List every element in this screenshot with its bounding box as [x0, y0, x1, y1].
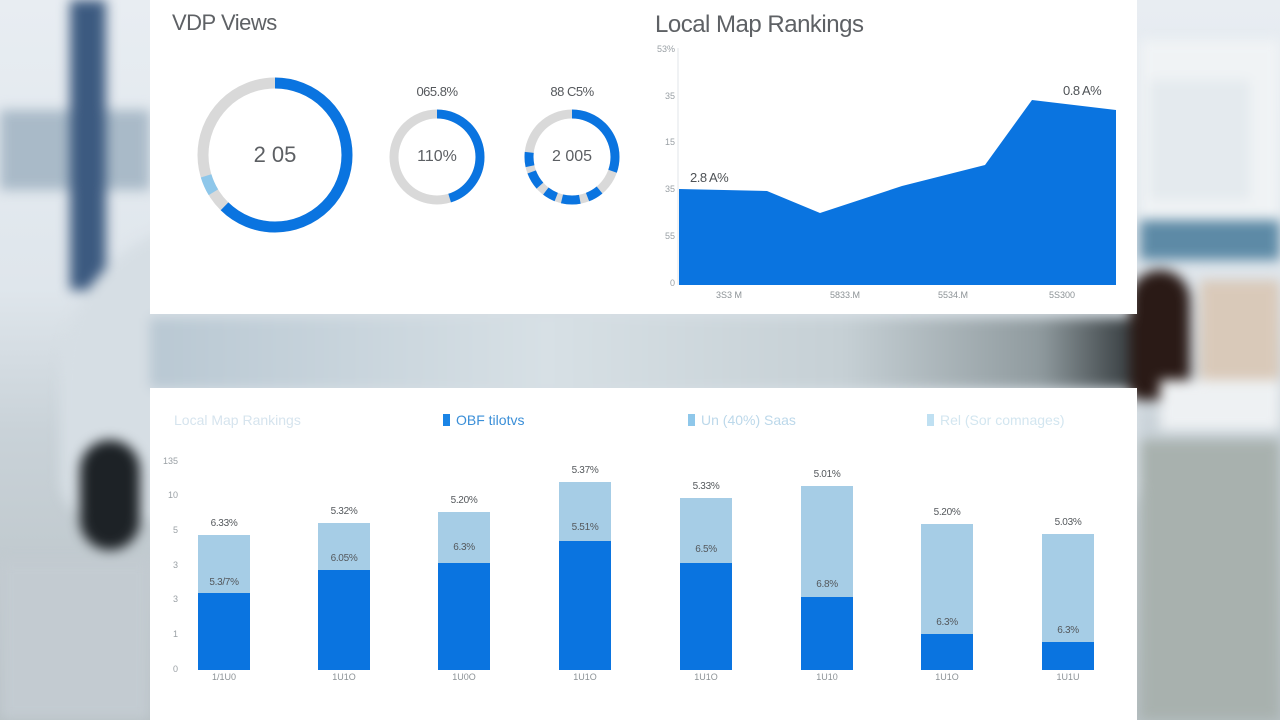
- bar-segment-primary: [680, 563, 732, 670]
- bar-segment-light: [438, 512, 490, 563]
- y-tick: 135: [162, 456, 178, 466]
- bar-group[interactable]: 5.20% 6.3%: [921, 507, 973, 670]
- bar-mid-label: 5.51%: [571, 522, 599, 533]
- vdp-views-panel: VDP Views 2 05 065.8% 110% 88 C5% 2 005: [150, 0, 640, 314]
- bar-group[interactable]: 5.20% 6.3%: [438, 495, 490, 670]
- y-tick: 35: [664, 91, 675, 101]
- bar-top-label: 5.01%: [813, 469, 841, 480]
- bar-segment-light: [921, 524, 973, 634]
- area-chart[interactable]: [640, 0, 1137, 314]
- bar-group[interactable]: 5.37% 5.51%: [559, 465, 611, 670]
- x-tick: 1U1O: [935, 672, 959, 682]
- bar-mid-label: 6.8%: [816, 579, 838, 590]
- bar-segment-primary: [559, 541, 611, 670]
- x-tick: 1U1O: [573, 672, 597, 682]
- donut-main-value: 2 05: [253, 142, 297, 167]
- x-tick: 5S300: [1048, 290, 1076, 300]
- bar-mid-label: 6.05%: [330, 553, 358, 564]
- y-tick: 0: [172, 664, 178, 674]
- bar-group[interactable]: 5.33% 6.5%: [680, 481, 732, 670]
- bar-mid-label: 6.5%: [695, 544, 717, 555]
- x-tick: 1U1U: [1056, 672, 1080, 682]
- bar-mid-label: 6.3%: [936, 617, 958, 628]
- bar-segment-light: [318, 523, 370, 570]
- donut-3-value: 2 005: [551, 148, 593, 165]
- donut-3-label: 88 C5%: [550, 84, 594, 99]
- bar-top-label: 5.03%: [1054, 517, 1082, 528]
- bar-segment-primary: [438, 563, 490, 670]
- legend-label: Un (40%) Saas: [701, 412, 796, 428]
- legend-label: OBF tilotvs: [456, 412, 525, 428]
- bar-segment-primary: [1042, 642, 1094, 670]
- x-tick: 1/1U0: [211, 672, 237, 682]
- bar-segment-light: [559, 482, 611, 541]
- y-tick: 35: [664, 184, 675, 194]
- x-tick: 3S3 M: [715, 290, 742, 300]
- bar-top-label: 6.33%: [210, 518, 238, 529]
- legend-item-obf[interactable]: OBF tilotvs: [443, 412, 524, 428]
- bar-mid-label: 5.3/7%: [209, 577, 239, 588]
- y-tick: 55: [664, 231, 675, 241]
- donut-chart-main[interactable]: 2 05: [194, 74, 356, 236]
- x-tick: 1U0O: [452, 672, 476, 682]
- bar-group[interactable]: 5.03% 6.3%: [1042, 517, 1094, 670]
- x-tick: 1U10: [816, 672, 838, 682]
- stacked-bar-panel: Local Map Rankings OBF tilotvs Un (40%) …: [150, 388, 1137, 720]
- legend-label: Local Map Rankings: [174, 412, 301, 428]
- donut-2-label: 065.8%: [416, 84, 458, 99]
- donut-ring: [389, 109, 485, 205]
- legend-label: Rel (Sor comnages): [940, 412, 1065, 428]
- legend-item-un-saas[interactable]: Un (40%) Saas: [688, 412, 796, 428]
- donut-chart-3[interactable]: 2 005: [523, 108, 621, 206]
- y-tick: 5: [172, 525, 178, 535]
- y-tick: 3: [172, 560, 178, 570]
- bar-segment-primary: [198, 593, 250, 670]
- bar-segment-primary: [801, 597, 853, 670]
- y-tick: 0: [669, 278, 675, 288]
- bar-segment-light: [198, 535, 250, 593]
- legend-item-rel[interactable]: Rel (Sor comnages): [927, 412, 1065, 428]
- y-tick: 1: [172, 629, 178, 639]
- bar-mid-label: 6.3%: [1057, 625, 1079, 636]
- bar-segment-primary: [921, 634, 973, 670]
- bar-top-label: 5.20%: [450, 495, 478, 506]
- legend-item-local-map-rankings[interactable]: Local Map Rankings: [174, 412, 301, 428]
- vdp-views-title: VDP Views: [172, 10, 277, 35]
- y-tick: 53%: [656, 44, 675, 54]
- bar-mid-label: 6.3%: [453, 542, 475, 553]
- bar-top-label: 5.37%: [571, 465, 599, 476]
- donut-ring: [197, 77, 353, 233]
- x-tick: 5833.M: [829, 290, 861, 300]
- bar-segment-light: [680, 498, 732, 563]
- bar-segment-light: [801, 486, 853, 597]
- bar-top-label: 5.33%: [692, 481, 720, 492]
- bar-segment-primary: [318, 570, 370, 670]
- area-end-label: 0.8 A%: [1063, 83, 1102, 98]
- donut-chart-2[interactable]: 110%: [388, 108, 486, 206]
- donut-ring: [524, 109, 620, 205]
- bar-group[interactable]: 5.32% 6.05%: [318, 506, 370, 670]
- bar-top-label: 5.20%: [933, 507, 961, 518]
- legend-swatch: [927, 414, 934, 426]
- legend-swatch: [688, 414, 695, 426]
- legend-swatch: [443, 414, 450, 426]
- bar-top-label: 5.32%: [330, 506, 358, 517]
- local-map-rankings-title: Local Map Rankings: [655, 11, 864, 38]
- y-tick: 3: [172, 594, 178, 604]
- x-tick: 5534.M: [937, 290, 969, 300]
- x-tick: 1U1O: [694, 672, 718, 682]
- bar-group[interactable]: 6.33% 5.3/7%: [198, 518, 250, 670]
- area-start-label: 2.8 A%: [690, 170, 729, 185]
- bar-segment-light: [1042, 534, 1094, 642]
- bar-group[interactable]: 5.01% 6.8%: [801, 469, 853, 670]
- y-tick: 10: [167, 490, 178, 500]
- y-tick: 15: [664, 137, 675, 147]
- x-tick: 1U1O: [332, 672, 356, 682]
- local-map-rankings-panel: Local Map Rankings 53% 35 15 35 55 0 2.8…: [640, 0, 1137, 314]
- donut-2-value: 110%: [417, 148, 457, 165]
